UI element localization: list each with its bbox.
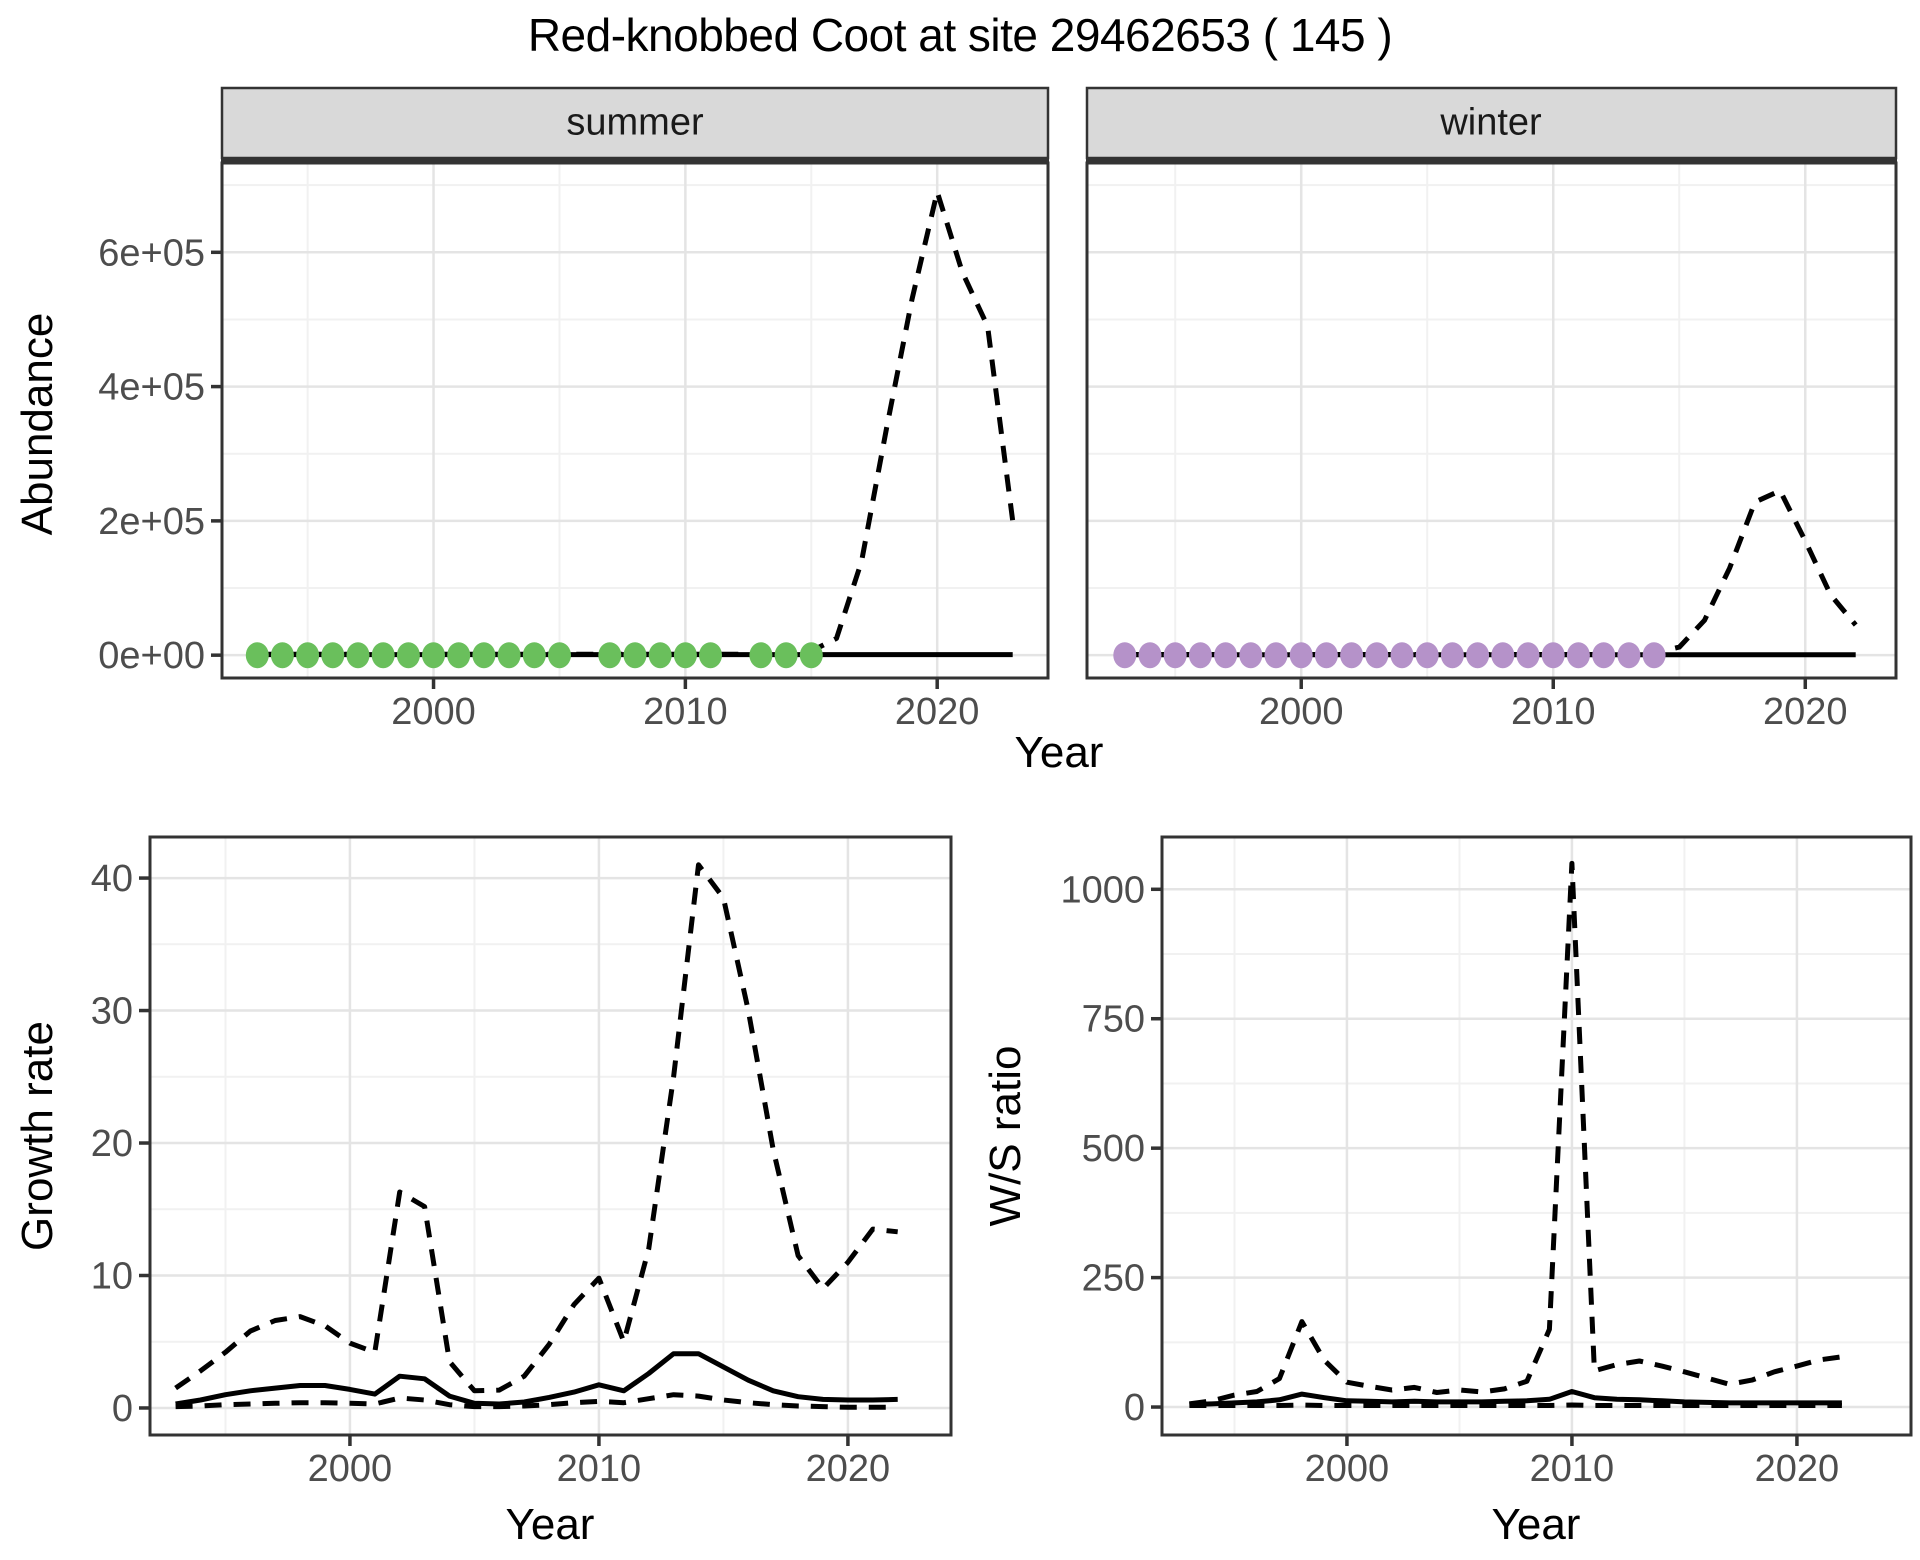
year-axis-title-top: Year bbox=[1014, 728, 1104, 777]
data-point-observed-summer bbox=[522, 642, 546, 669]
facet-strip-label-winter: winter bbox=[1440, 101, 1542, 144]
x-tick-label: 2010 bbox=[1511, 691, 1596, 733]
data-point-observed-summer bbox=[648, 642, 672, 669]
panel-background-ws_ratio bbox=[1162, 837, 1911, 1435]
y-tick-label: 20 bbox=[91, 1123, 133, 1165]
data-point-observed-winter bbox=[1365, 642, 1389, 669]
data-point-observed-winter bbox=[1113, 642, 1137, 669]
data-point-observed-winter bbox=[1214, 642, 1238, 669]
growth-rate-axis-title: Growth rate bbox=[13, 1021, 62, 1251]
panel-background-abundance_winter bbox=[1087, 163, 1896, 678]
panel-background-abundance_summer bbox=[222, 163, 1048, 678]
data-point-observed-winter bbox=[1264, 642, 1288, 669]
series-line-growth_rate-lower_ci bbox=[175, 1392, 898, 1410]
x-tick-label: 2020 bbox=[806, 1448, 891, 1490]
data-point-observed-summer bbox=[497, 642, 521, 669]
x-tick-label: 2010 bbox=[1530, 1448, 1615, 1490]
data-point-observed-winter bbox=[1617, 642, 1641, 669]
y-tick-label: 40 bbox=[91, 858, 133, 900]
data-point-observed-summer bbox=[321, 642, 345, 669]
data-point-observed-winter bbox=[1340, 642, 1364, 669]
data-point-observed-winter bbox=[1239, 642, 1263, 669]
series-line-growth_rate-upper_ci bbox=[174, 862, 898, 1394]
data-point-observed-summer bbox=[774, 642, 798, 669]
data-point-observed-winter bbox=[1415, 642, 1439, 669]
y-tick-label: 0 bbox=[112, 1388, 133, 1430]
series-line-growth_rate-median bbox=[175, 1351, 898, 1407]
data-point-observed-winter bbox=[1516, 642, 1540, 669]
data-point-observed-winter bbox=[1163, 642, 1187, 669]
data-point-observed-winter bbox=[1592, 642, 1616, 669]
x-tick-label: 2000 bbox=[391, 691, 476, 733]
y-tick-label: 30 bbox=[91, 991, 133, 1033]
y-tick-label: 500 bbox=[1082, 1128, 1145, 1170]
data-point-observed-summer bbox=[245, 642, 269, 669]
data-point-observed-summer bbox=[472, 642, 496, 669]
ws-ratio-axis-title: W/S ratio bbox=[981, 1045, 1030, 1227]
data-point-observed-winter bbox=[1440, 642, 1464, 669]
data-point-observed-summer bbox=[422, 642, 445, 669]
abundance-axis-title: Abundance bbox=[13, 312, 62, 536]
data-point-observed-summer bbox=[799, 642, 823, 669]
data-point-observed-winter bbox=[1541, 642, 1565, 669]
x-tick-label: 2020 bbox=[1755, 1448, 1840, 1490]
data-point-observed-summer bbox=[447, 642, 471, 669]
y-tick-label: 10 bbox=[91, 1255, 133, 1297]
figure-title: Red-knobbed Coot at site 29462653 ( 145 … bbox=[527, 9, 1393, 61]
data-point-observed-summer bbox=[371, 642, 395, 669]
y-tick-label: 1000 bbox=[1060, 869, 1145, 911]
x-tick-label: 2000 bbox=[308, 1448, 393, 1490]
data-point-observed-winter bbox=[1314, 642, 1338, 669]
x-tick-label: 2020 bbox=[1763, 691, 1848, 733]
x-tick-label: 2000 bbox=[1305, 1448, 1390, 1490]
facet-strip-abundance_winter bbox=[1085, 86, 1898, 160]
facet-strip-label-summer: summer bbox=[566, 101, 704, 144]
y-tick-label: 4e+05 bbox=[98, 367, 205, 409]
data-point-observed-winter bbox=[1390, 642, 1414, 669]
data-point-observed-winter bbox=[1466, 642, 1490, 669]
panel-background-growth_rate bbox=[150, 837, 951, 1435]
x-tick-label: 2010 bbox=[557, 1448, 642, 1490]
data-point-observed-summer bbox=[673, 642, 697, 669]
data-point-observed-summer bbox=[598, 642, 622, 669]
data-point-observed-winter bbox=[1566, 642, 1590, 669]
data-point-observed-summer bbox=[548, 642, 571, 669]
series-line-ws_ratio-lower_ci bbox=[1189, 1402, 1842, 1408]
data-point-observed-summer bbox=[623, 642, 647, 669]
series-line-ws_ratio-upper_ci bbox=[1189, 860, 1843, 1407]
facet-strip-abundance_summer bbox=[220, 86, 1050, 160]
data-point-observed-winter bbox=[1289, 642, 1313, 669]
series-line-ws_ratio-median bbox=[1189, 1389, 1842, 1407]
data-point-observed-summer bbox=[396, 642, 420, 669]
x-tick-label: 2010 bbox=[643, 691, 728, 733]
data-point-observed-summer bbox=[346, 642, 370, 669]
x-tick-label: 2000 bbox=[1259, 691, 1344, 733]
data-point-observed-winter bbox=[1188, 642, 1212, 669]
year-axis-title-growth: Year bbox=[505, 1500, 595, 1549]
year-axis-title-ws: Year bbox=[1491, 1500, 1581, 1549]
x-tick-label: 2020 bbox=[895, 691, 980, 733]
y-tick-label: 750 bbox=[1082, 999, 1145, 1041]
y-tick-label: 250 bbox=[1082, 1258, 1145, 1300]
data-point-observed-winter bbox=[1642, 642, 1666, 669]
y-tick-label: 0 bbox=[1124, 1387, 1145, 1429]
data-point-observed-summer bbox=[749, 642, 773, 669]
data-point-observed-summer bbox=[699, 642, 722, 669]
panel-border-ws_ratio bbox=[1160, 835, 1913, 1437]
panel-border-growth_rate bbox=[148, 835, 953, 1437]
data-point-observed-winter bbox=[1138, 642, 1162, 669]
y-tick-label: 0e+00 bbox=[98, 635, 205, 677]
data-point-observed-winter bbox=[1491, 642, 1515, 669]
y-tick-label: 6e+05 bbox=[98, 232, 205, 274]
y-tick-label: 2e+05 bbox=[98, 501, 205, 543]
data-point-observed-summer bbox=[296, 642, 320, 669]
data-point-observed-summer bbox=[270, 642, 294, 669]
